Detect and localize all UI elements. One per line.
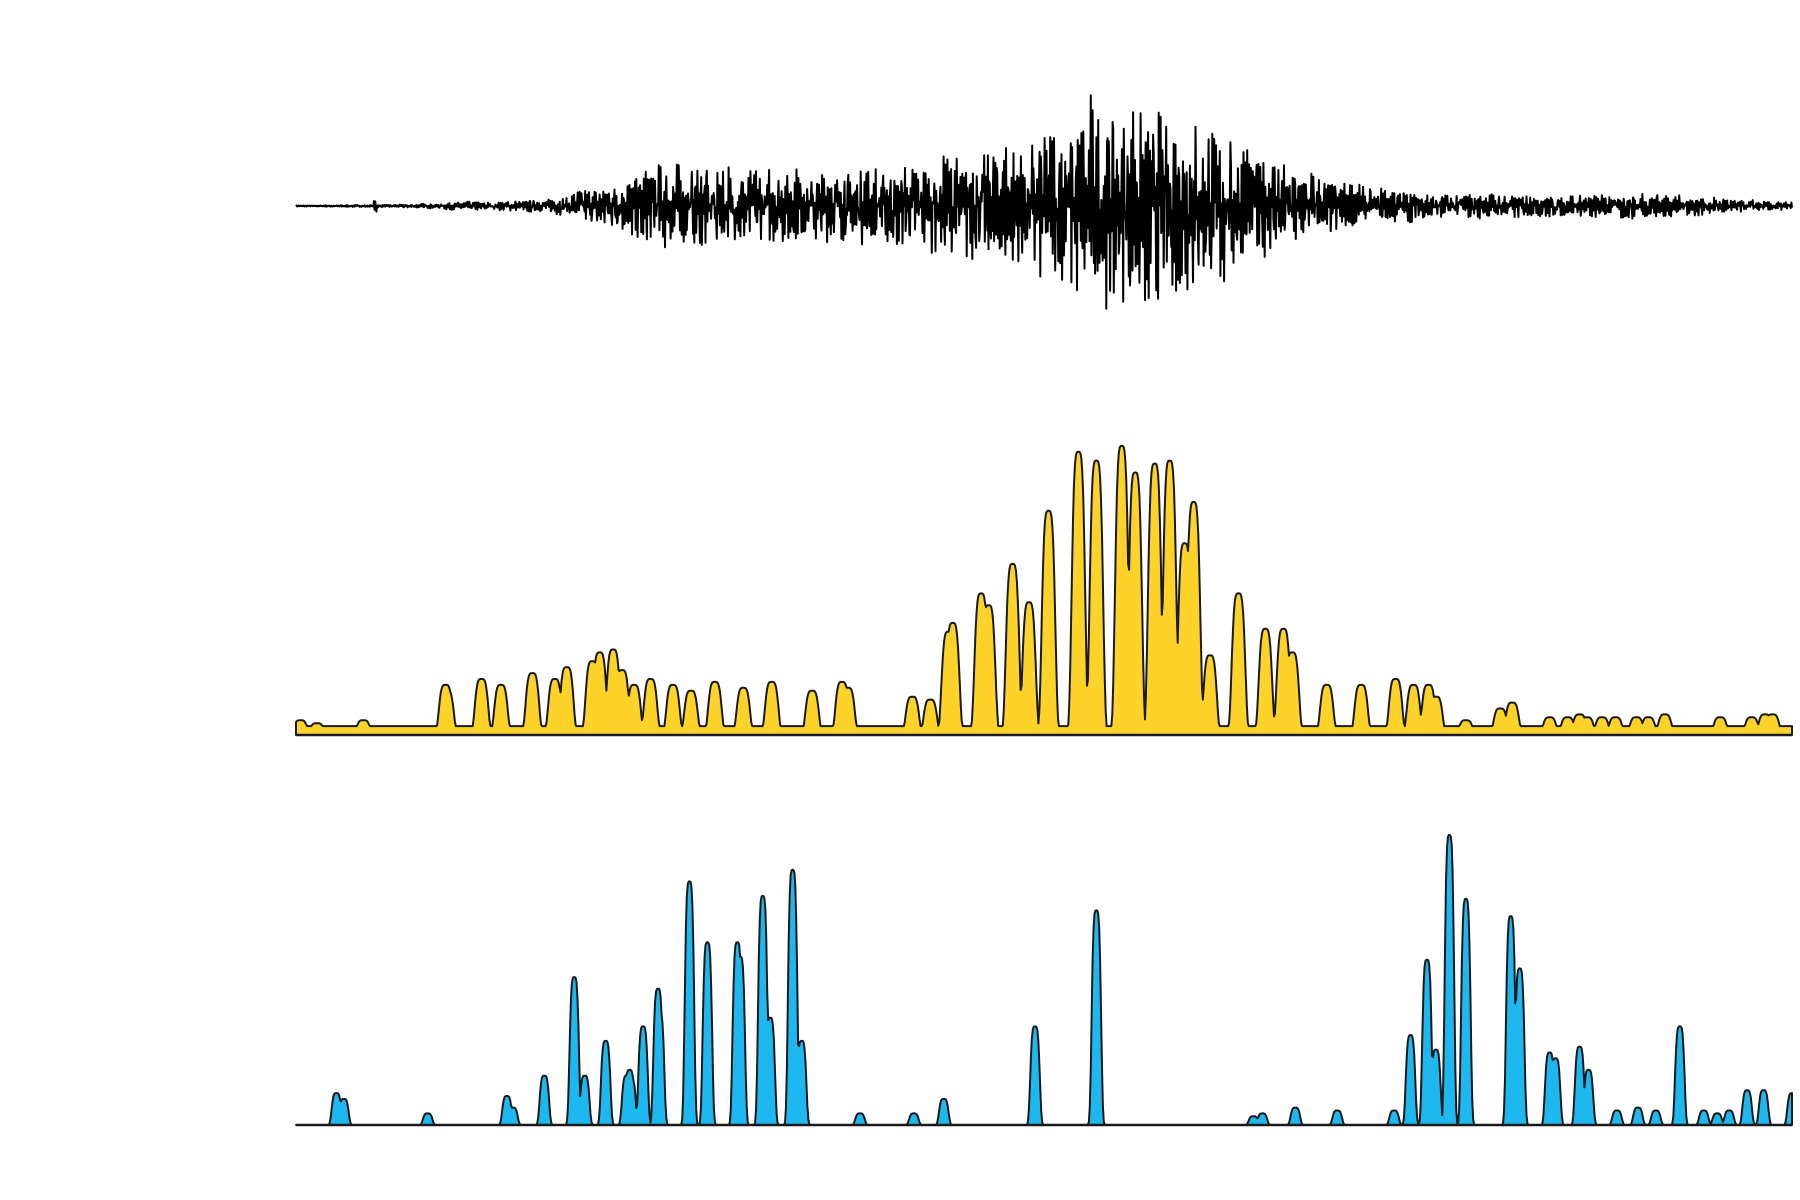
waveform-chart <box>295 94 1793 310</box>
waveform-line <box>295 94 1793 310</box>
waveform-panel <box>295 56 1793 346</box>
onset-panel <box>295 830 1793 1130</box>
envelope-panel <box>295 435 1793 740</box>
onset-chart <box>295 834 1793 1127</box>
envelope-area <box>295 444 1793 736</box>
envelope-chart <box>295 444 1793 737</box>
onset-area <box>295 834 1793 1126</box>
